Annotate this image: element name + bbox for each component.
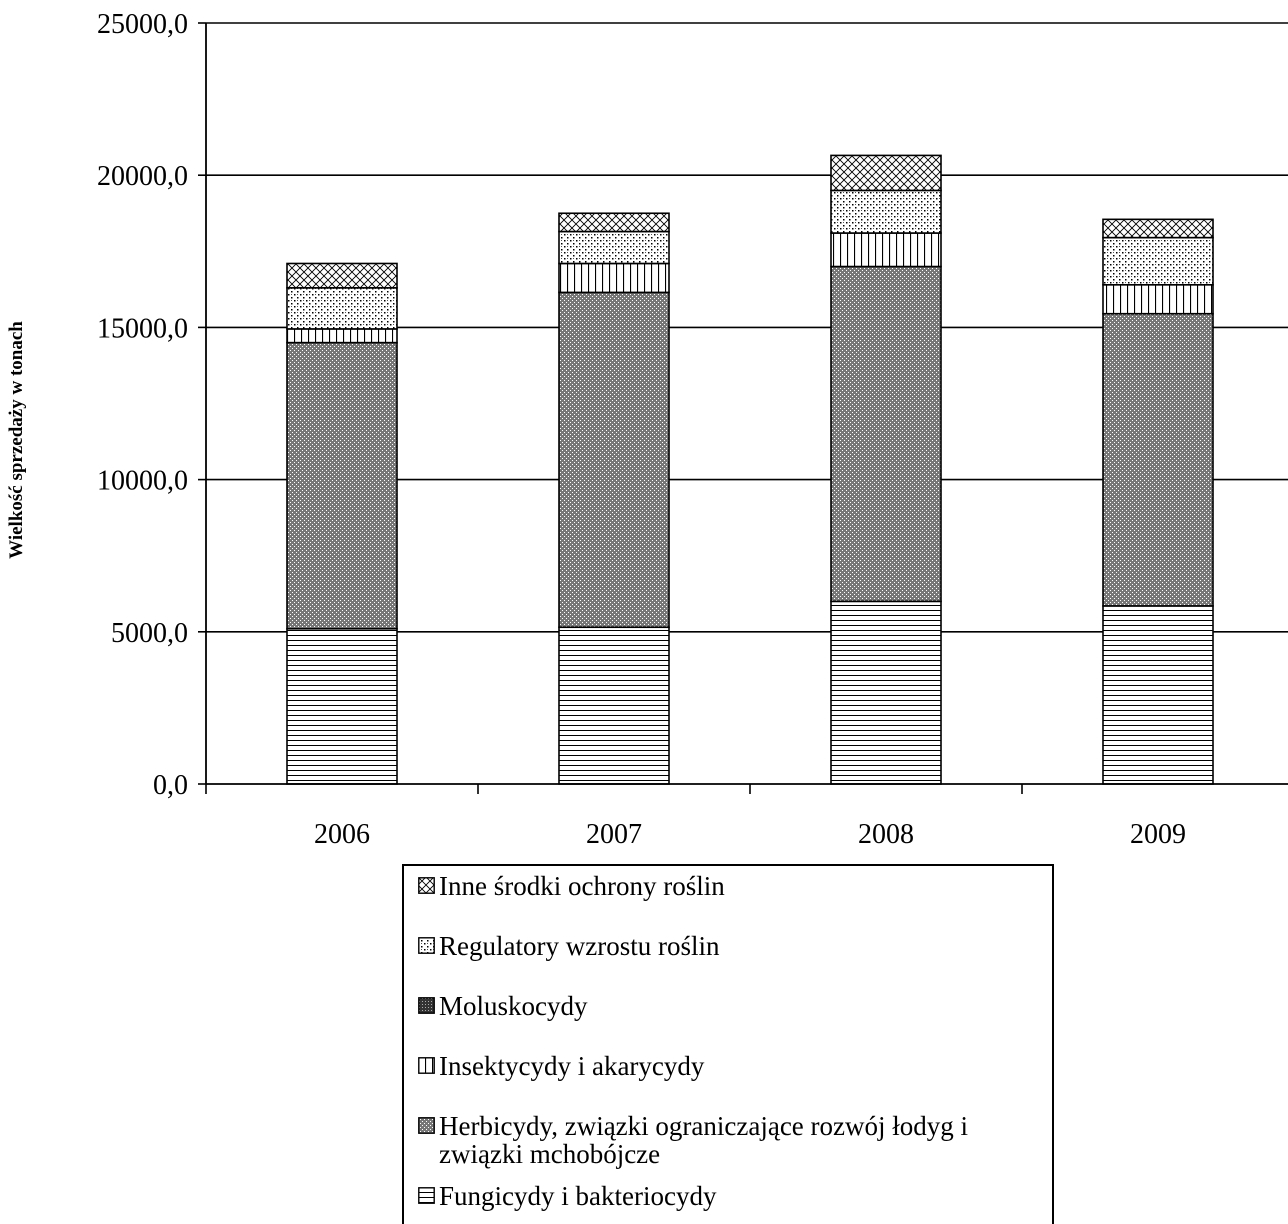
bar-segment [1102,605,1214,785]
bar-segment [1102,283,1214,315]
y-axis-title: Wielkość sprzedaży w tonach [6,321,27,559]
bar-segment [1102,236,1214,286]
legend-label: Insektycydy i akarycydy [439,1051,705,1081]
y-tick-label: 0,0 [153,770,188,801]
bar-segment [286,262,398,289]
bar-segment [286,328,398,344]
legend-swatch [418,1057,435,1074]
axes [205,23,1288,794]
x-tick-label: 2007 [586,819,642,850]
x-tick-label: 2008 [858,819,914,850]
bar-segment [830,600,942,785]
legend-swatch [418,877,435,894]
chart: 0,0 5000,0 10000,0 15000,0 20000,0 25000,0 200… [6,9,1288,850]
y-tick-label: 5000,0 [111,618,188,649]
legend-swatch [418,997,435,1014]
bar-segment [1102,312,1214,607]
bar-segment [286,341,398,630]
legend-item: Regulatory wzrostu roślin [418,932,1049,960]
legend-item: Fungicydy i bakteriocydy [418,1182,1049,1210]
legend-item: Moluskocydy [418,992,1049,1020]
legend: Inne środki ochrony roślin Regulatory wzr… [402,864,1054,1224]
bar-segment [830,154,942,192]
bar-segment [558,230,670,265]
y-tick-label: 25000,0 [97,9,188,40]
bar-segment [1102,218,1214,239]
bar-segment [830,189,942,234]
tick-labels: 0,0 5000,0 10000,0 15000,0 20000,0 25000,0 200… [97,9,1186,850]
legend-item: Herbicydy, związki ograniczające rozwój … [418,1112,1049,1168]
bar-segment [558,626,670,785]
legend-label: Inne środki ochrony roślin [439,871,725,901]
legend-label: Regulatory wzrostu roślin [439,931,720,961]
bar-segment [286,627,398,785]
legend-label: Herbicydy, związki ograniczające rozwój … [439,1111,969,1169]
bars [286,154,1214,785]
bar-segment [830,232,942,268]
legend-label: Moluskocydy [439,991,588,1021]
legend-swatch [418,1187,435,1204]
legend-item: Insektycydy i akarycydy [418,1052,1049,1080]
bar-segment [830,265,942,603]
legend-item: Inne środki ochrony roślin [418,872,1049,900]
x-tick-label: 2006 [314,819,370,850]
x-tick-label: 2009 [1130,819,1186,850]
legend-swatch [418,937,435,954]
y-tick-label: 10000,0 [97,466,188,497]
bar-segment [286,287,398,330]
bar-segment [558,262,670,294]
legend-swatch [418,1117,435,1134]
y-tick-label: 15000,0 [97,313,188,344]
legend-label: Fungicydy i bakteriocydy [439,1181,717,1211]
bar-segment [558,212,670,233]
y-tick-label: 20000,0 [97,161,188,192]
bar-segment [558,291,670,629]
